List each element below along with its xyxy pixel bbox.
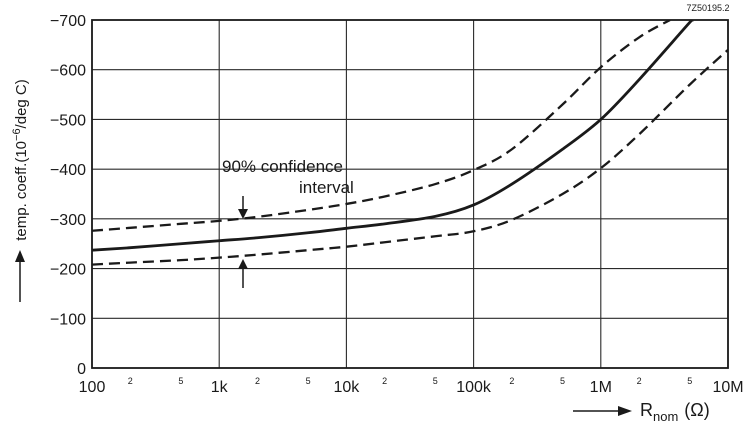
y-label-text: temp. coeff.(10 — [13, 141, 30, 241]
grid — [92, 20, 728, 368]
y-label-exponent: −6 — [11, 128, 23, 141]
annotation-line1: 90% confidence — [222, 157, 343, 176]
x-minor-tick-label: 5 — [306, 376, 311, 386]
upper-confidence-line — [92, 20, 670, 231]
x-minor-tick-label: 2 — [255, 376, 260, 386]
annotation-line2: interval — [299, 178, 354, 197]
x-minor-tick-label: 5 — [687, 376, 692, 386]
figure-code: 7Z50195.2 — [686, 3, 729, 13]
x-tick-label: 100k — [456, 379, 492, 396]
y-tick-labels: 0 −100 −200 −300 −400 −500 −600 −700 — [50, 13, 86, 378]
series-group — [92, 17, 728, 264]
y-label-unit: /deg C) — [13, 79, 30, 128]
y-axis-arrow — [15, 250, 25, 302]
y-tick-label: −600 — [50, 63, 86, 80]
y-tick-label: −700 — [50, 13, 86, 30]
x-minor-tick-label: 2 — [509, 376, 514, 386]
x-tick-label: 10M — [712, 379, 743, 396]
x-label-unit: (Ω) — [684, 400, 709, 420]
y-axis-label: temp. coeff.(10−6/deg C) — [11, 79, 30, 241]
x-label-subscript: nom — [653, 409, 678, 424]
svg-text:temp. coeff.(10−6/deg C): temp. coeff.(10−6/deg C) — [11, 79, 30, 241]
y-tick-label: −400 — [50, 162, 86, 179]
nominal-line — [92, 17, 695, 250]
x-tick-label: 10k — [334, 379, 361, 396]
x-minor-tick-label: 5 — [178, 376, 183, 386]
x-tick-label: 100 — [79, 379, 106, 396]
y-tick-label: −500 — [50, 112, 86, 129]
x-minor-tick-label: 2 — [637, 376, 642, 386]
x-tick-labels: 100 1k 10k 100k 1M 10M 2 5 2 5 2 5 2 5 2 5 — [79, 376, 744, 396]
plot-border — [92, 20, 728, 368]
lower-confidence-line — [92, 50, 728, 265]
y-tick-label: 0 — [77, 361, 86, 378]
x-minor-tick-label: 5 — [433, 376, 438, 386]
plot-frame — [92, 20, 728, 368]
x-tick-label: 1k — [211, 379, 229, 396]
x-axis-arrow — [573, 406, 632, 416]
x-label-prefix: R — [640, 400, 653, 420]
x-minor-tick-label: 2 — [382, 376, 387, 386]
y-tick-label: −200 — [50, 262, 86, 279]
x-axis-label: Rnom (Ω) — [640, 400, 710, 424]
annotation-arrow-up-head — [238, 259, 248, 269]
x-tick-label: 1M — [590, 379, 612, 396]
x-minor-tick-label: 2 — [128, 376, 133, 386]
y-tick-label: −100 — [50, 311, 86, 328]
x-minor-tick-label: 5 — [560, 376, 565, 386]
y-tick-label: −300 — [50, 212, 86, 229]
